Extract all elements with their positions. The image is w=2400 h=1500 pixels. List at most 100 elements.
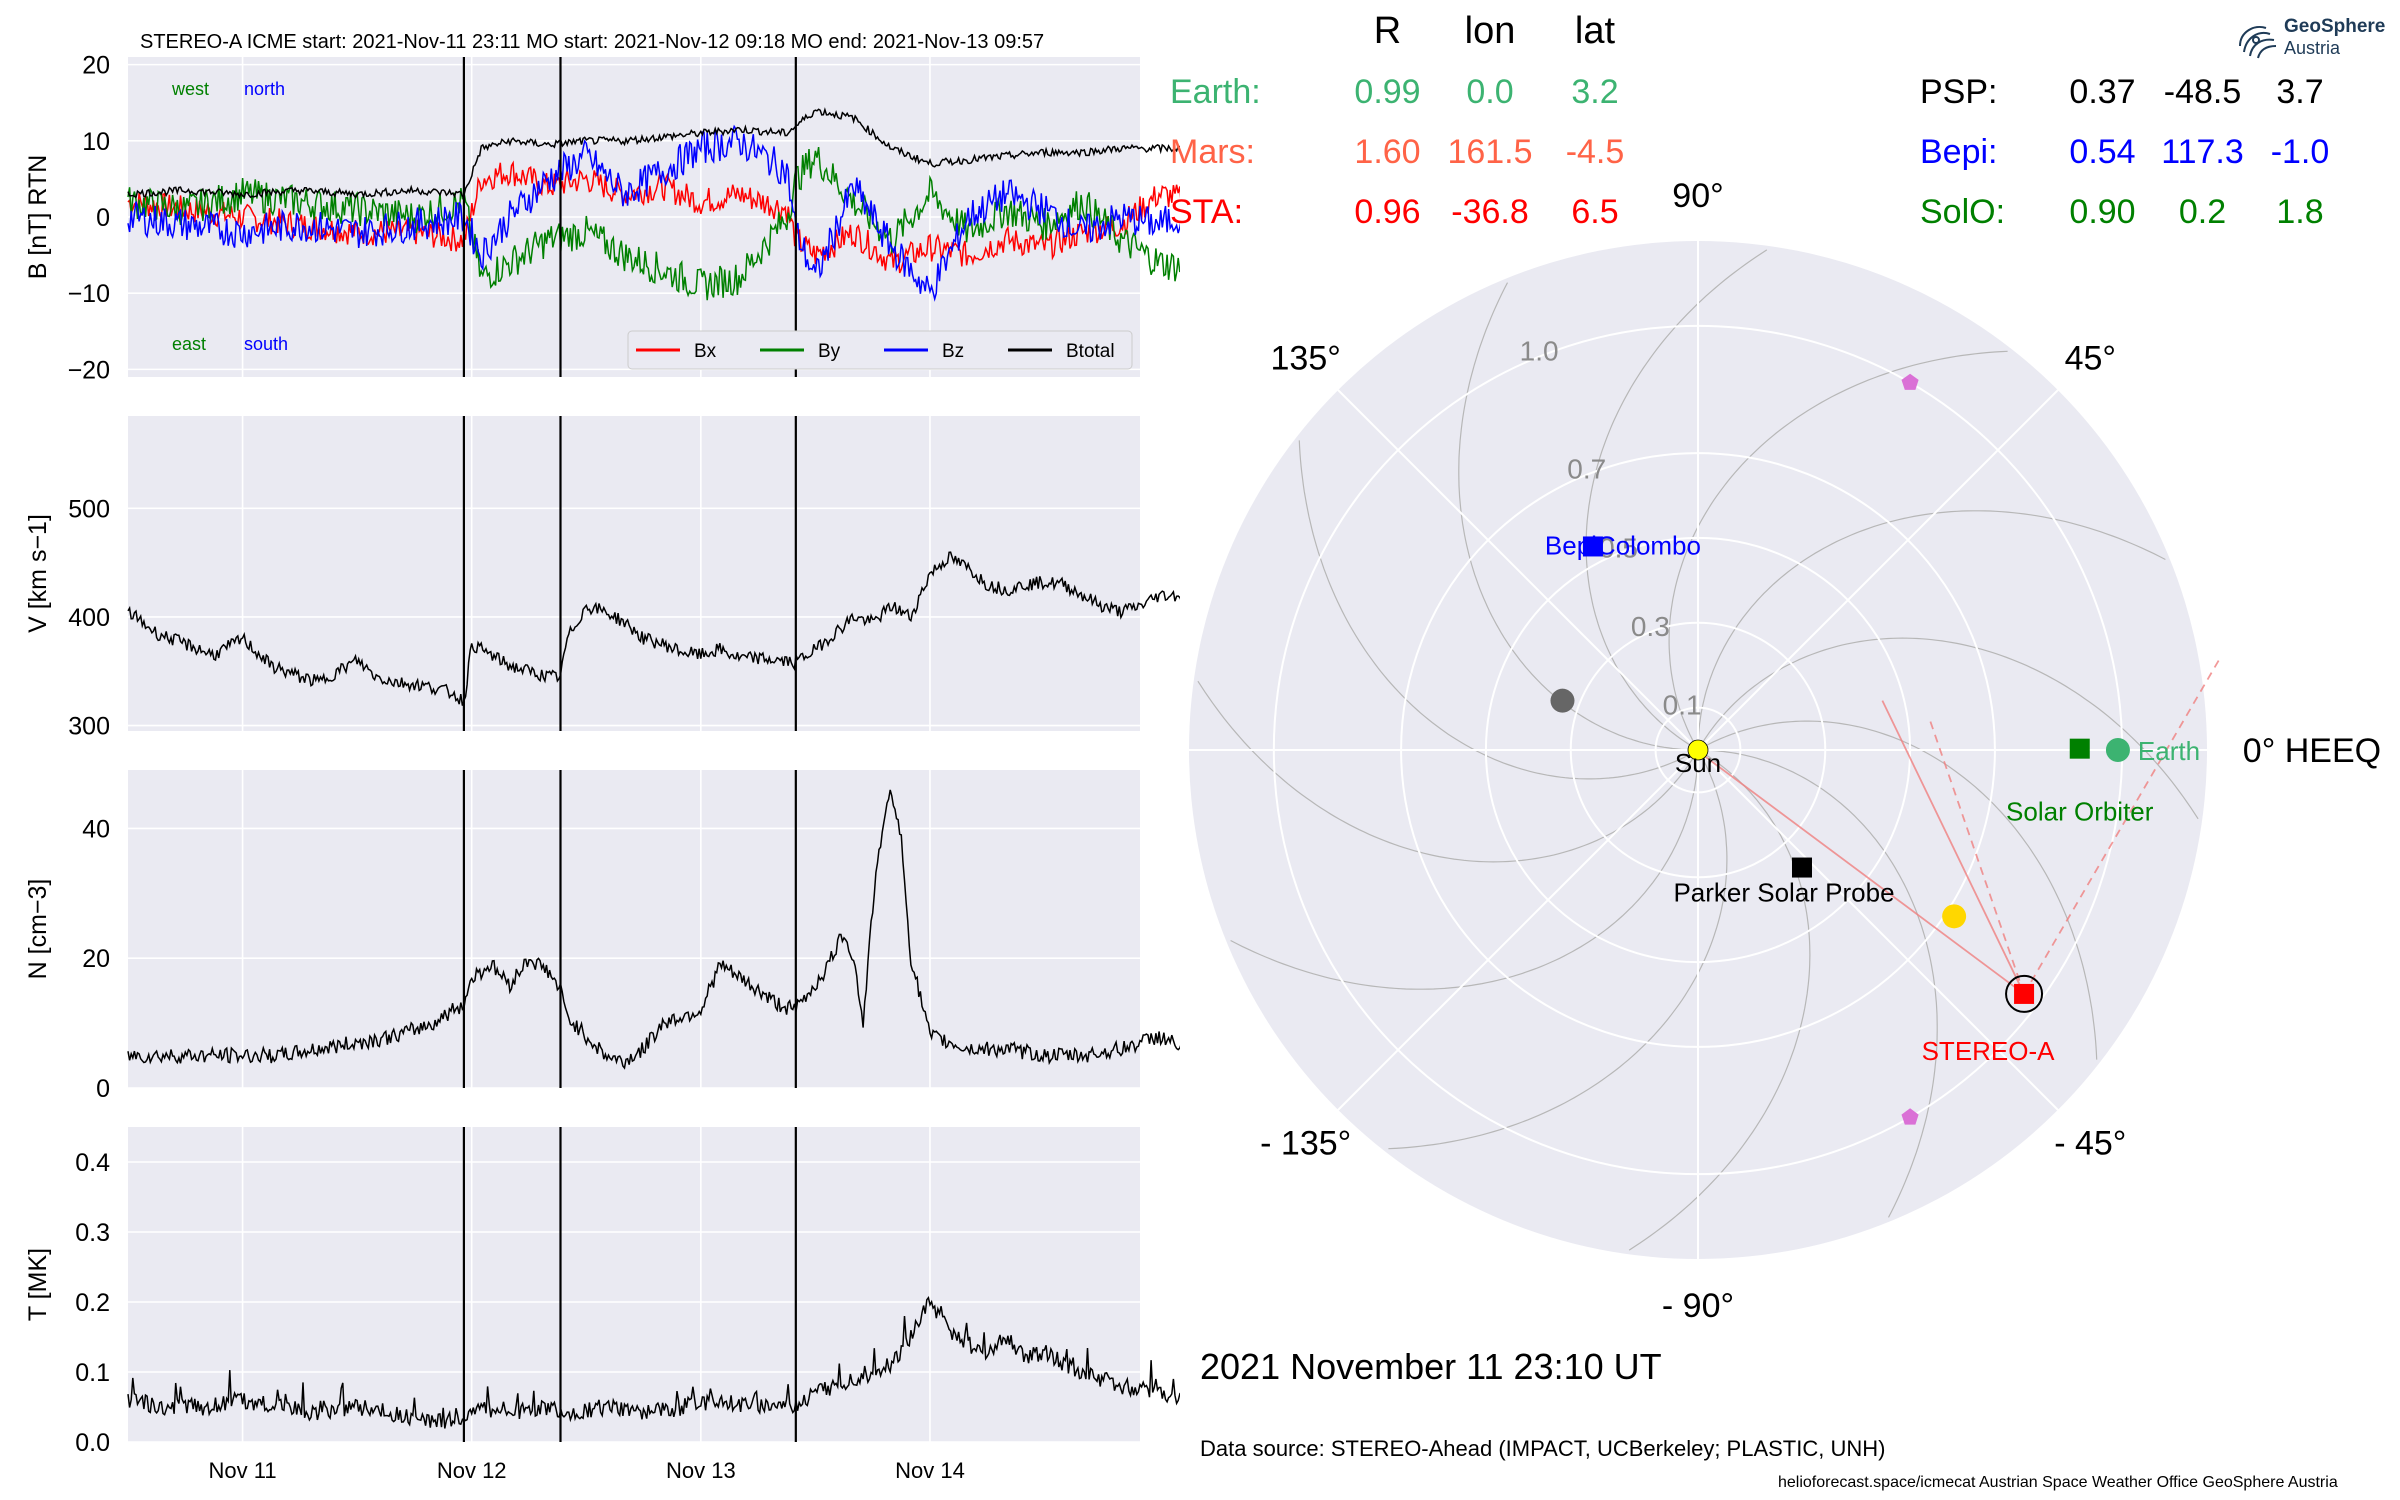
pos-left-r: 1.60	[1354, 133, 1421, 171]
pos-left-row-2: STA: 0.96 -36.8 6.5	[1170, 182, 1645, 242]
body-marker	[1942, 904, 1967, 929]
radial-tick-label: 0.5	[1599, 532, 1638, 563]
parker-spiral-line	[1668, 350, 2008, 743]
parker-spiral-line	[1701, 637, 2199, 820]
plot-background	[128, 770, 1140, 1088]
radial-tick-label: 1.0	[1520, 336, 1559, 367]
panel-temperature: 0.0 0.1 0.2 0.3 0.4 Nov 11 Nov 12 Nov 13 Nov 14 T…	[24, 1127, 1180, 1483]
y-tick-label: 500	[68, 495, 110, 523]
angle-label: - 90°	[1662, 1287, 1734, 1325]
radial-tick-label: 0.1	[1663, 690, 1702, 721]
pos-left-name: STA:	[1170, 193, 1244, 231]
pos-left-r: 0.99	[1354, 73, 1421, 111]
body-parker-solar-probe: Parker Solar Probe	[1673, 857, 1895, 908]
body-marker	[2014, 983, 2035, 1004]
parker-spirals	[1197, 249, 2199, 1251]
logo-swirl-icon	[2239, 26, 2277, 59]
series-Bz	[127, 124, 1180, 302]
logo-line1: GeoSphere	[2284, 16, 2386, 37]
angle-label: - 135°	[1260, 1124, 1351, 1162]
pos-right-name: Bepi:	[1920, 133, 1998, 171]
series-N	[127, 789, 1180, 1070]
annotation-south: south	[244, 334, 288, 354]
footer-credits: helioforecast.space/icmecat Austrian Spa…	[1778, 1474, 2338, 1491]
pos-right-lat: 3.7	[2276, 73, 2324, 111]
body-marker	[1550, 688, 1575, 713]
header-lat: lat	[1574, 10, 1616, 52]
pos-left-lon: -36.8	[1451, 193, 1529, 231]
series-By	[127, 146, 1180, 301]
y-tick-label: 10	[82, 128, 110, 156]
pos-left-lat: 6.5	[1571, 193, 1619, 231]
body-marker	[1791, 857, 1812, 878]
pos-right-lon: 0.2	[2178, 193, 2227, 231]
parker-spiral-line	[1388, 757, 1728, 1150]
y-tick-label: 20	[82, 52, 110, 80]
y-axis-label: T [MK]	[24, 1248, 52, 1321]
x-tick-label: Nov 14	[895, 1458, 965, 1483]
y-tick-label: 0	[96, 204, 110, 232]
pos-right-lat: -1.0	[2270, 133, 2330, 171]
pos-right-row-0: PSP: 0.37 -48.5 3.7	[1920, 62, 2350, 122]
header-lon: lon	[1464, 10, 1516, 52]
panel-density: 0 20 40 N [cm−3]	[24, 770, 1180, 1103]
angular-grid-line	[1697, 389, 2059, 751]
stereo-a-view-lines	[1690, 657, 2221, 995]
header-r: R	[1373, 10, 1402, 52]
radial-tick-label: 0.7	[1567, 454, 1606, 485]
view-line	[1690, 745, 2025, 995]
legend-label-By: By	[818, 341, 841, 362]
y-tick-label: 0.3	[75, 1219, 110, 1247]
y-axis-label: V [km s−1]	[24, 514, 52, 633]
body-l4	[1901, 373, 1919, 390]
body-sun: Sun	[1675, 739, 1721, 778]
y-axis-label: N [cm−3]	[24, 879, 52, 980]
y-tick-label: 400	[68, 604, 110, 632]
body-marker	[2069, 738, 2090, 759]
parker-spiral-line	[1298, 440, 1691, 780]
parker-spiral-line	[1705, 720, 2098, 1060]
y-tick-label: 20	[82, 945, 110, 973]
pos-left-r: 0.96	[1354, 193, 1421, 231]
view-line	[1928, 717, 2025, 995]
body-l5	[1901, 1108, 1919, 1125]
body-label: Parker Solar Probe	[1673, 878, 1894, 908]
radial-tick-label: 0.3	[1631, 611, 1670, 642]
body-label: BepiColombo	[1545, 530, 1701, 560]
angle-label: 45°	[2065, 340, 2116, 378]
header-title: STEREO-A ICME start: 2021-Nov-11 23:11 M…	[140, 31, 1044, 53]
pos-right-lon: 117.3	[2161, 133, 2244, 171]
body-mercury	[1550, 688, 1575, 713]
annotation-east: east	[172, 334, 206, 354]
annotation-west: west	[171, 79, 209, 99]
position-table: R lon lat Earth: 0.99 0.0 3.2 Mars: 1.60 161.5…	[1170, 0, 1645, 242]
logo-line2: Austria	[2284, 38, 2341, 58]
pos-right-name: SolO:	[1920, 193, 2006, 231]
pos-left-name: Mars:	[1170, 133, 1255, 171]
annotation-north: north	[244, 79, 285, 99]
y-tick-label: −20	[68, 356, 110, 384]
legend: Bx By Bz Btotal	[627, 330, 1133, 370]
series-Btotal	[127, 107, 1180, 200]
pos-left-lon: 0.0	[1466, 73, 1514, 111]
panel-speed: 300 400 500 V [km s−1]	[24, 416, 1180, 741]
y-tick-label: 0.4	[75, 1149, 110, 1177]
body-earth: Earth	[2105, 736, 2200, 766]
y-tick-label: −10	[68, 280, 110, 308]
pos-right-name: PSP:	[1920, 73, 1998, 111]
y-tick-label: 0.2	[75, 1289, 110, 1317]
body-solar-orbiter: Solar Orbiter	[2006, 738, 2154, 827]
stereo-a-ring	[2005, 974, 2044, 1013]
angular-grid-line	[1337, 749, 1699, 1111]
parker-spiral-line	[1706, 749, 1938, 1218]
body-marker	[1582, 536, 1603, 557]
parker-spiral-line	[1230, 758, 1699, 990]
view-line	[2023, 657, 2221, 995]
body-venus	[1942, 904, 1967, 929]
pos-left-row-1: Mars: 1.60 161.5 -4.5	[1170, 122, 1645, 182]
pos-left-name: Earth:	[1170, 73, 1261, 111]
parker-spiral-line	[1197, 680, 1695, 863]
y-tick-label: 0.0	[75, 1429, 110, 1457]
